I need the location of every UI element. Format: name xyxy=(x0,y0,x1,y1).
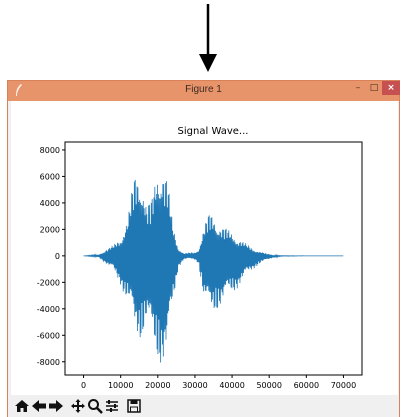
feather-icon xyxy=(16,84,22,96)
forward-arrow-icon[interactable] xyxy=(48,398,64,414)
maximize-icon[interactable]: □ xyxy=(369,83,379,93)
pan-icon[interactable] xyxy=(70,398,86,414)
waveform-chart: Signal Wave... 0 10000 20000 30000 40000 5000… xyxy=(37,126,363,390)
x-tick-label: 40000 xyxy=(219,381,244,390)
back-arrow-icon[interactable] xyxy=(31,398,47,414)
y-tick-label: -6000 xyxy=(37,331,60,340)
x-tick-label: 10000 xyxy=(108,381,133,390)
save-icon[interactable] xyxy=(126,398,142,414)
x-tick-label: 20000 xyxy=(145,381,170,390)
down-arrow xyxy=(199,4,217,72)
home-icon[interactable] xyxy=(14,398,30,414)
navigation-toolbar xyxy=(8,395,399,417)
chart-title: Signal Wave... xyxy=(178,126,249,137)
close-icon[interactable]: × xyxy=(382,81,400,95)
x-tick-label: 60000 xyxy=(294,381,319,390)
title-bar[interactable]: Figure 1 – □ × xyxy=(8,81,400,101)
window-title: Figure 1 xyxy=(185,84,222,95)
y-tick-label: -4000 xyxy=(37,305,60,314)
figure-window: Figure 1 – □ × Signal Wave... 0 10000 2000… xyxy=(7,80,400,417)
plot-canvas[interactable]: Signal Wave... 0 10000 20000 30000 40000 5000… xyxy=(11,101,398,395)
y-tick-label: -8000 xyxy=(37,358,60,367)
zoom-icon[interactable] xyxy=(87,398,103,414)
y-tick-label: 8000 xyxy=(40,146,60,155)
x-tick-label: 70000 xyxy=(331,381,356,390)
x-tick-label: 50000 xyxy=(256,381,281,390)
configure-subplots-icon[interactable] xyxy=(104,398,120,414)
y-tick-label: 0 xyxy=(55,252,60,261)
y-tick-label: 6000 xyxy=(40,172,60,181)
x-tick-label: 0 xyxy=(81,381,86,390)
minimize-icon[interactable]: – xyxy=(355,83,361,93)
x-tick-label: 30000 xyxy=(182,381,207,390)
y-tick-label: 2000 xyxy=(40,225,60,234)
y-tick-label: -2000 xyxy=(37,278,60,287)
y-tick-label: 4000 xyxy=(40,199,60,208)
signal-waveform-line xyxy=(83,179,344,363)
